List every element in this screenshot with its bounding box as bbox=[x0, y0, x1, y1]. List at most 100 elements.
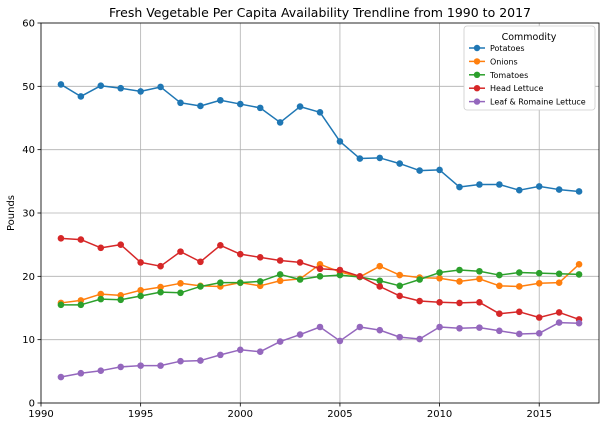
data-point bbox=[197, 357, 204, 364]
data-point bbox=[396, 333, 404, 341]
data-point bbox=[535, 314, 543, 321]
legend-label: Head Lettuce bbox=[490, 84, 543, 93]
data-point bbox=[376, 283, 384, 290]
data-point bbox=[555, 186, 563, 193]
data-point bbox=[575, 188, 583, 195]
legend-marker bbox=[473, 58, 481, 65]
legend-label: Leaf & Romaine Lettuce bbox=[490, 98, 586, 107]
data-point bbox=[436, 166, 443, 174]
data-point bbox=[197, 258, 204, 266]
data-point bbox=[376, 154, 384, 162]
data-point bbox=[416, 335, 423, 343]
legend-label: Onions bbox=[490, 57, 518, 66]
data-point bbox=[137, 88, 144, 95]
legend-marker bbox=[473, 44, 481, 52]
data-point bbox=[157, 262, 164, 270]
data-point bbox=[376, 262, 384, 270]
legend-entry: Tomatoes bbox=[469, 71, 528, 80]
data-point bbox=[555, 319, 563, 326]
data-point bbox=[97, 290, 105, 298]
data-point bbox=[396, 271, 404, 279]
data-point bbox=[197, 283, 204, 290]
data-point bbox=[57, 373, 65, 381]
data-point bbox=[217, 351, 224, 359]
data-point bbox=[97, 244, 105, 252]
data-point bbox=[296, 103, 304, 110]
legend-entry: Potatoes bbox=[469, 44, 525, 53]
data-point bbox=[515, 269, 523, 276]
data-point bbox=[356, 323, 364, 331]
data-point bbox=[456, 278, 463, 285]
data-point bbox=[535, 269, 543, 277]
data-point bbox=[276, 257, 284, 264]
data-point bbox=[496, 282, 503, 290]
data-point bbox=[416, 167, 423, 174]
data-point bbox=[456, 266, 463, 274]
data-point bbox=[117, 363, 125, 371]
data-point bbox=[236, 346, 244, 354]
data-point bbox=[396, 292, 404, 300]
data-point bbox=[276, 119, 284, 126]
data-point bbox=[575, 271, 583, 278]
data-point bbox=[376, 326, 384, 334]
data-point bbox=[535, 280, 543, 287]
data-point bbox=[256, 104, 264, 112]
data-point bbox=[236, 279, 244, 286]
data-point bbox=[117, 84, 125, 92]
data-point bbox=[296, 276, 304, 283]
legend-label: Potatoes bbox=[490, 44, 525, 53]
data-point bbox=[77, 93, 85, 100]
data-point bbox=[336, 266, 344, 274]
y-tick-label: 50 bbox=[22, 82, 35, 93]
data-point bbox=[436, 274, 443, 282]
data-point bbox=[575, 319, 583, 327]
data-point bbox=[456, 299, 463, 307]
data-point bbox=[57, 301, 65, 309]
data-point bbox=[276, 277, 284, 285]
data-point bbox=[376, 277, 384, 285]
data-point bbox=[456, 324, 463, 332]
data-point bbox=[77, 301, 85, 309]
data-point bbox=[476, 275, 483, 283]
legend-entry: Onions bbox=[469, 57, 518, 66]
legend-title: Commodity bbox=[502, 32, 557, 43]
data-point bbox=[157, 83, 164, 91]
data-point bbox=[296, 259, 304, 266]
data-point bbox=[436, 323, 443, 331]
x-tick-label: 2000 bbox=[228, 409, 253, 420]
data-point bbox=[137, 362, 144, 369]
data-point bbox=[496, 310, 503, 318]
data-point bbox=[177, 357, 184, 365]
data-point bbox=[356, 155, 364, 162]
data-point bbox=[217, 279, 224, 286]
legend: Commodity Potatoes Onions Tomatoes Head Let… bbox=[463, 25, 596, 111]
data-point bbox=[436, 299, 443, 306]
legend-marker bbox=[473, 71, 481, 79]
data-point bbox=[396, 160, 404, 167]
y-tick-label: 10 bbox=[22, 335, 35, 346]
data-point bbox=[117, 241, 125, 248]
data-point bbox=[137, 259, 144, 266]
data-point bbox=[177, 289, 184, 297]
legend-box bbox=[463, 25, 596, 111]
data-point bbox=[476, 324, 483, 331]
y-tick-label: 20 bbox=[22, 272, 35, 283]
data-point bbox=[236, 250, 244, 258]
data-point bbox=[316, 109, 324, 116]
data-point bbox=[496, 181, 503, 188]
data-point bbox=[157, 283, 164, 291]
y-tick-label: 40 bbox=[22, 145, 35, 156]
chart-title: Fresh Vegetable Per Capita Availability … bbox=[109, 5, 531, 20]
x-tick-label: 2005 bbox=[327, 409, 352, 420]
data-point bbox=[217, 96, 224, 104]
data-point bbox=[515, 186, 523, 194]
legend-marker bbox=[473, 85, 481, 92]
data-point bbox=[57, 81, 65, 88]
data-point bbox=[496, 271, 503, 279]
data-point bbox=[256, 348, 264, 356]
data-point bbox=[416, 276, 423, 283]
data-point bbox=[97, 367, 105, 375]
data-point bbox=[197, 102, 204, 110]
data-point bbox=[396, 282, 404, 290]
